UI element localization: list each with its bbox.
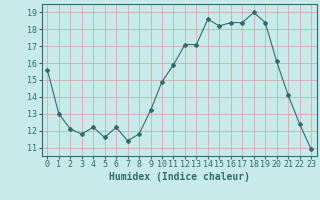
X-axis label: Humidex (Indice chaleur): Humidex (Indice chaleur) [109, 172, 250, 182]
